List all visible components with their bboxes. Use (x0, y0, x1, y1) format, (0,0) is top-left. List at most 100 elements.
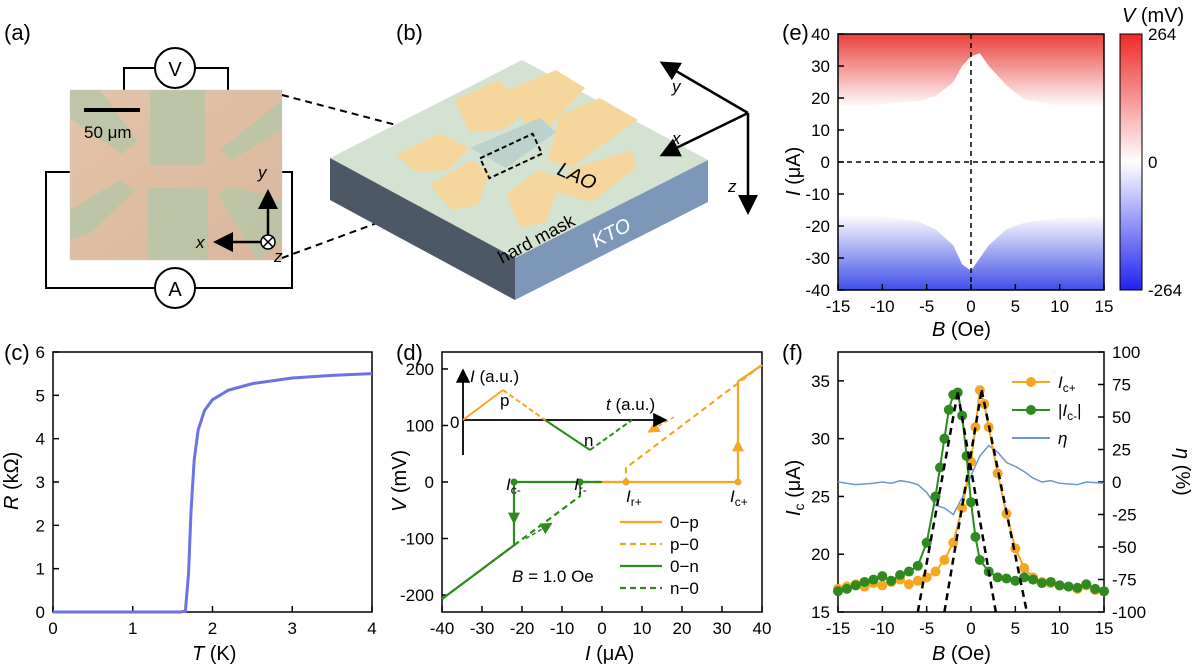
axis-z-label-b: z (727, 177, 737, 196)
y-axis-e-tick-label: 0 (821, 153, 830, 172)
colorbar-tick-label: -264 (1148, 281, 1182, 300)
y-axis-c-tick-label: 6 (36, 343, 45, 362)
panel-d-label: (d) (396, 340, 423, 365)
panel-f: (f) -15 -10 -5 0 5 10 1515202530351007550250-2… (782, 340, 1193, 665)
x-axis-e-tick-label: -5 (919, 297, 934, 316)
y-axis-e-tick-label: -30 (805, 249, 830, 268)
y-axis-c-tick-label: 1 (36, 560, 45, 579)
inset-zero: 0 (450, 413, 459, 432)
y2-axis-f-tick-label: -25 (1112, 506, 1137, 525)
colorbar-tick-label: 0 (1148, 153, 1157, 172)
x-axis-f-tick-label: -15 (826, 619, 851, 638)
series-line-|Ic-| (837, 390, 1105, 593)
y-axis-d-tick-label: 100 (406, 416, 434, 435)
data-point (939, 433, 950, 444)
y-axis-f-tick-label: 35 (811, 372, 830, 391)
series-p−0 (602, 364, 763, 484)
y2-axis-f-tick-label: 25 (1112, 441, 1131, 460)
x-axis-e-tick-label: 10 (1050, 297, 1069, 316)
y-axis-d-tick-label: -100 (400, 530, 434, 549)
data-point (1010, 543, 1021, 554)
y-axis-f-tick-label: 25 (811, 487, 830, 506)
axis-x-label-b: x (671, 129, 681, 148)
arrow-back-green (525, 522, 553, 540)
y-axis-title-f: Ic (μA) (783, 460, 807, 516)
y-axis-e-tick-label: -20 (805, 217, 830, 236)
x-axis-f-tick-label: 5 (1011, 619, 1020, 638)
data-point (970, 531, 981, 542)
fit-line (956, 392, 998, 613)
panel-b-label: (b) (396, 20, 423, 45)
arrow-back-orange (647, 416, 675, 433)
critical-point (734, 478, 742, 486)
x-axis-f-tick-label: -10 (870, 619, 895, 638)
data-point (1045, 576, 1056, 587)
y-axis-c-tick-label: 2 (36, 516, 45, 535)
substrate-side-left (330, 158, 515, 300)
data-point (943, 404, 954, 415)
data-point (966, 497, 976, 508)
x-axis-title-f: B (Oe) (932, 643, 991, 665)
y-axis-f-tick-label: 15 (811, 603, 830, 622)
y2-axis-title-f: η (%) (1171, 448, 1193, 496)
data-point (1072, 582, 1083, 593)
point-label-0: Ic- (506, 475, 521, 497)
y2-axis-f-tick-label: -50 (1112, 538, 1137, 557)
inset-y-label: I (a.u.) (470, 367, 519, 386)
data-point (1099, 586, 1109, 597)
x-axis-d-tick-label: 40 (753, 619, 772, 638)
y2-axis-f-tick-label: -75 (1112, 571, 1137, 590)
y-axis-e-tick-label: -40 (805, 281, 830, 300)
legend-marker (1026, 405, 1036, 415)
legend-label: n−0 (670, 579, 699, 598)
x-axis-title-e: B (Oe) (932, 319, 991, 341)
legend-label-f: |Ic-| (1058, 401, 1082, 423)
axis-y-label-a: y (257, 163, 268, 182)
inset-ramp-neg (544, 419, 591, 451)
inset-n-label: n (584, 431, 593, 450)
x-axis-d-tick-label: -40 (430, 619, 455, 638)
data-point (1010, 575, 1021, 586)
data-point (868, 574, 879, 585)
data-point (930, 566, 941, 577)
data-point (859, 576, 870, 587)
data-point (992, 572, 1003, 583)
y-axis-e-tick-label: 40 (811, 25, 830, 44)
data-point (833, 586, 843, 597)
critical-point (510, 478, 518, 486)
inset-ramp-return (589, 419, 633, 451)
heatmap-positive-region (838, 34, 1104, 108)
data-point (921, 537, 932, 548)
data-point (1028, 574, 1039, 585)
y2-axis-f-tick-label: 100 (1112, 343, 1140, 362)
data-point (1054, 580, 1065, 591)
inset-ramp-up (462, 389, 504, 421)
heatmap-negative-region (838, 214, 1104, 290)
panel-a-label: (a) (4, 20, 31, 45)
y-axis-e-tick-label: -10 (805, 185, 830, 204)
x-axis-d-tick-label: 30 (713, 619, 732, 638)
data-point (970, 422, 981, 433)
y-axis-title-d: V (mV) (389, 450, 411, 512)
point-label-1: Ir- (574, 475, 587, 497)
x-axis-f-tick-label: 15 (1095, 619, 1114, 638)
data-point (912, 560, 923, 571)
inset-x-label: t (a.u.) (606, 395, 655, 414)
voltmeter-label: V (168, 59, 182, 81)
x-axis-f-tick-label: -5 (919, 619, 934, 638)
data-point (1081, 579, 1092, 590)
y-axis-c-tick-label: 5 (36, 386, 45, 405)
x-axis-e-tick-label: -10 (870, 297, 895, 316)
x-axis-c-tick-label: 1 (128, 619, 137, 638)
data-point (903, 579, 914, 590)
ammeter-label: A (168, 279, 182, 301)
point-label-2: Ir+ (626, 487, 642, 509)
data-point (1019, 572, 1030, 583)
y-axis-e-tick-label: 20 (811, 89, 830, 108)
y-axis-e-tick-label: 10 (811, 121, 830, 140)
y2-axis-f-tick-label: 50 (1112, 408, 1131, 427)
data-point (1001, 573, 1012, 584)
data-point (903, 566, 914, 577)
panel-f-label: (f) (782, 340, 803, 365)
data-point (877, 571, 888, 582)
